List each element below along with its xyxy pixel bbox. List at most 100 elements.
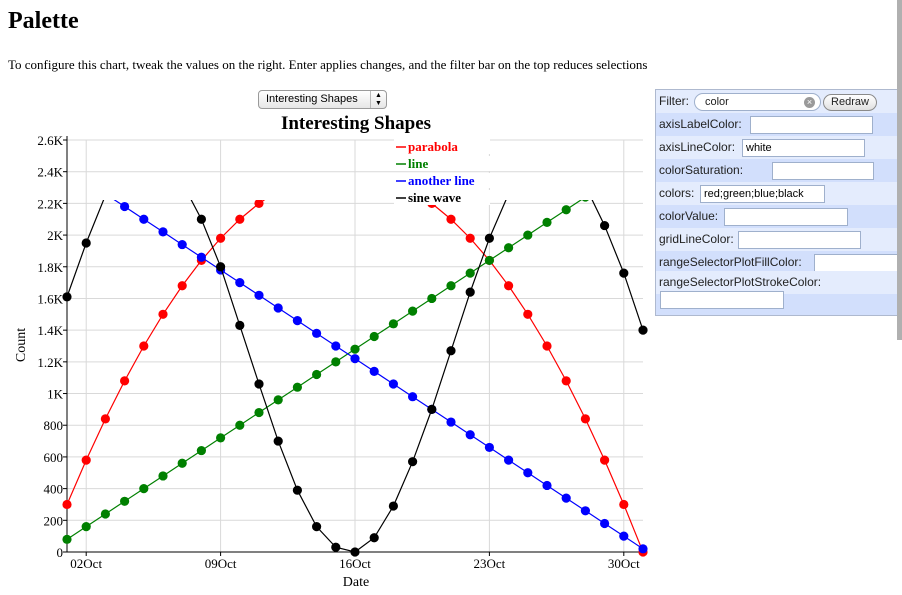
data-point bbox=[120, 496, 130, 506]
data-point bbox=[216, 433, 226, 443]
data-point bbox=[235, 278, 245, 288]
data-point bbox=[408, 306, 418, 316]
x-tick-label: 23Oct bbox=[474, 556, 506, 571]
data-point bbox=[104, 200, 107, 201]
series-line bbox=[62, 180, 609, 544]
data-point bbox=[177, 281, 187, 291]
y-tick-label: 1.4K bbox=[37, 323, 63, 338]
y-tick-label: 1.6K bbox=[37, 291, 63, 306]
data-point bbox=[120, 201, 130, 212]
data-point bbox=[254, 379, 264, 389]
data-point bbox=[312, 522, 322, 532]
palette-option-row: colorValue: bbox=[656, 205, 897, 228]
data-point bbox=[292, 485, 302, 495]
data-point bbox=[465, 430, 475, 440]
data-point bbox=[581, 181, 590, 190]
legend-backdrop bbox=[394, 173, 490, 188]
legend-entry: another line bbox=[408, 173, 475, 188]
data-point bbox=[523, 159, 532, 168]
data-point bbox=[619, 499, 629, 510]
data-point bbox=[580, 414, 591, 424]
data-point bbox=[139, 341, 149, 351]
data-point bbox=[254, 407, 264, 418]
palette-option-input[interactable] bbox=[724, 208, 848, 226]
palette-option-input[interactable]: white bbox=[742, 139, 865, 157]
palette-option-label: gridLineColor: bbox=[659, 232, 734, 246]
legend-backdrop bbox=[394, 190, 490, 205]
data-point bbox=[158, 227, 168, 237]
page-scrollbar[interactable] bbox=[897, 0, 902, 340]
data-point bbox=[446, 346, 456, 356]
palette-option-input[interactable] bbox=[750, 116, 873, 134]
palette-option-row: colorSaturation: bbox=[656, 159, 897, 182]
series-another-line bbox=[113, 200, 648, 554]
data-point bbox=[619, 268, 629, 278]
palette-option-label: colorValue: bbox=[659, 209, 719, 223]
data-point bbox=[350, 344, 360, 354]
palette-option-input[interactable] bbox=[660, 291, 784, 309]
palette-option-label: axisLabelColor: bbox=[659, 117, 742, 131]
data-point bbox=[619, 531, 629, 541]
data-point bbox=[562, 154, 571, 163]
x-axis-label: Date bbox=[343, 575, 369, 590]
data-point bbox=[388, 379, 398, 389]
data-point bbox=[331, 341, 341, 351]
data-point bbox=[408, 457, 418, 467]
data-point bbox=[331, 542, 341, 552]
data-point bbox=[581, 200, 589, 202]
y-tick-label: 2.4K bbox=[37, 165, 63, 180]
palette-option-input[interactable] bbox=[814, 254, 897, 272]
y-tick-label: 2.6K bbox=[37, 133, 63, 148]
data-point bbox=[196, 445, 206, 456]
data-point bbox=[178, 178, 187, 187]
filter-input[interactable]: color bbox=[694, 93, 821, 111]
legend-backdrop bbox=[394, 156, 490, 171]
data-point bbox=[216, 262, 226, 272]
chart-series bbox=[62, 154, 648, 557]
palette-option-input[interactable]: red;green;blue;black bbox=[700, 185, 825, 203]
data-point bbox=[408, 392, 418, 402]
data-point bbox=[139, 214, 149, 224]
clear-filter-icon[interactable]: × bbox=[804, 97, 815, 108]
page-description: To configure this chart, tweak the value… bbox=[8, 57, 648, 72]
data-point bbox=[523, 468, 533, 478]
data-point bbox=[523, 230, 533, 240]
data-point bbox=[542, 480, 552, 491]
palette-option-label: rangeSelectorPlotFillColor: bbox=[659, 255, 802, 269]
chart-type-select[interactable]: Interesting Shapes ▲ ▼ bbox=[258, 90, 387, 109]
palette-option-label: colors: bbox=[659, 186, 695, 200]
chart-legend: parabola line another line sine wave bbox=[394, 139, 490, 205]
x-tick-label: 09Oct bbox=[205, 556, 237, 571]
data-point bbox=[274, 186, 283, 195]
series-sine-wave bbox=[62, 154, 648, 557]
data-point bbox=[465, 268, 475, 278]
redraw-button[interactable]: Redraw bbox=[823, 94, 877, 111]
data-point bbox=[600, 518, 610, 529]
y-axis-label: Count bbox=[14, 328, 29, 362]
data-point bbox=[561, 376, 571, 386]
data-point bbox=[504, 243, 514, 253]
palette-option-input[interactable] bbox=[738, 231, 861, 249]
data-point bbox=[350, 547, 360, 557]
data-point bbox=[216, 233, 226, 243]
y-tick-label: 200 bbox=[44, 513, 64, 528]
data-point bbox=[465, 287, 475, 297]
data-point bbox=[484, 255, 494, 266]
data-point bbox=[158, 158, 167, 167]
y-tick-label: 400 bbox=[44, 482, 64, 497]
data-point bbox=[504, 455, 514, 465]
data-point bbox=[542, 341, 552, 351]
y-tick-label: 1K bbox=[47, 387, 64, 402]
data-point bbox=[273, 303, 283, 313]
x-tick-label: 02Oct bbox=[70, 556, 102, 571]
data-point bbox=[388, 319, 398, 329]
data-point bbox=[600, 180, 609, 189]
data-point bbox=[177, 458, 187, 468]
data-point bbox=[484, 233, 494, 243]
data-point bbox=[177, 239, 187, 250]
palette-option-input[interactable] bbox=[772, 162, 874, 180]
data-point bbox=[81, 238, 91, 248]
filter-input-value: color bbox=[705, 96, 729, 108]
select-arrows-icon: ▲ ▼ bbox=[370, 91, 386, 108]
data-point bbox=[158, 309, 168, 319]
